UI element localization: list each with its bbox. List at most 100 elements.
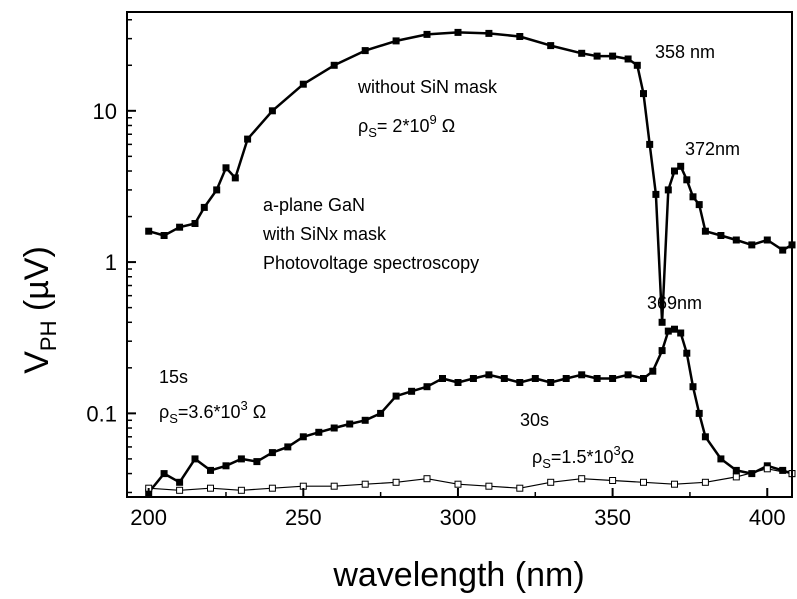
series-1-point [609,52,617,60]
series-3-point [485,482,493,490]
series-2-point [485,371,493,379]
series-2-point [664,327,672,335]
series-2-point [547,379,555,386]
series-1-point [392,37,400,45]
annotation-rho-top: ρS= 2*109 Ω [358,112,455,140]
x-axis-title: wavelength (nm) [332,556,584,594]
series-1-point [689,193,697,201]
series-1-point [640,90,647,98]
series-3-point [423,475,431,483]
rho-top-exp: 9 [429,112,436,127]
series-2-point [237,455,245,463]
series-1-point [485,29,493,37]
series-2-point [624,371,632,379]
annotation-rho-15s: ρS=3.6*103 Ω [159,398,266,426]
series-3-point [671,480,678,488]
series-1-point [516,33,524,40]
series-1-line [148,31,793,324]
series-2-point [377,409,385,417]
series-3-point [176,486,184,494]
series-2-point [207,466,214,474]
annotation-rho-30s: ρS=1.5*103Ω [532,443,634,471]
series-3-point [454,480,462,488]
series-1-point [176,223,184,231]
series-2-point [315,428,323,436]
series-2-point [469,375,477,382]
series-2-point [689,383,697,391]
series-1-point [664,186,672,194]
annotation-372nm: 372nm [685,139,740,159]
series-2-point [222,462,230,470]
series-1-point [160,232,168,239]
series-1-point [658,318,666,326]
series-layer [145,28,796,496]
series-3-point [609,477,617,484]
series-2-point [593,375,601,382]
annotation-15s: 15s [159,367,188,387]
series-2-point [330,424,338,432]
series-2-point [640,375,647,382]
series-2-point [346,420,354,428]
series-1-point [213,186,221,194]
series-2-point [649,367,657,375]
series-3-point [361,480,369,488]
plot-frame [126,11,793,498]
x-tick-label: 350 [594,505,631,530]
series-2-point [284,443,292,451]
y-axis-title-sub: PH [36,321,61,352]
series-1-point [547,42,555,50]
y-tick-label: 1 [105,250,117,275]
series-3-point [207,484,214,492]
y-axis-title-main: V [18,351,56,374]
series-3-point [516,484,524,492]
series-3-point [701,478,709,486]
series-1-point [748,241,756,249]
series-2-point [531,375,539,382]
series-1-point [717,232,725,239]
series-1-point [779,246,787,254]
series-2-point [361,416,369,424]
annotation-sample-line3: Photovoltage spectroscopy [263,253,479,273]
series-1-point [454,28,462,36]
series-1-point [145,227,153,235]
series-1-point [191,220,199,227]
series-1-point [593,52,601,60]
rho-15-exp: 3 [240,398,247,413]
series-2-point [253,458,261,466]
series-2-point [562,375,570,382]
annotation-sample-line1: a-plane GaN [263,195,365,215]
rho-15-unit: Ω [248,402,266,422]
y-axis-title: VPH (µV) [18,246,61,374]
rho-top-prefix: ρ [358,116,368,136]
series-3-point [268,484,276,492]
series-2-point [160,470,168,478]
annotation-sample-line2: with SiNx mask [262,224,387,244]
series-2-point [677,329,685,337]
series-2-point [578,371,586,379]
series-1-point [222,164,230,172]
series-2-point [516,379,524,386]
series-2-point [176,478,184,486]
y-axis-title-unit: (µV) [18,246,56,320]
rho-15-sub: S [169,411,178,426]
rho-30-unit: Ω [621,447,634,467]
series-2-point [732,466,740,474]
x-tick-label: 200 [130,505,167,530]
series-2-point [695,409,703,417]
series-2-point [439,375,446,382]
series-2-point [392,392,400,400]
x-tick-label: 250 [285,505,322,530]
series-3-point [392,478,400,486]
series-1-point [677,162,685,170]
series-2-point [658,347,666,355]
series-2-point [609,375,617,382]
series-1-point [299,80,307,88]
series-2-point [779,466,787,474]
rho-30-mid: =1.5*10 [551,447,614,467]
series-2-point [683,349,691,357]
series-1-point [330,61,338,69]
series-1-point [732,236,740,244]
series-1-point [763,236,771,244]
annotation-30s: 30s [520,410,549,430]
